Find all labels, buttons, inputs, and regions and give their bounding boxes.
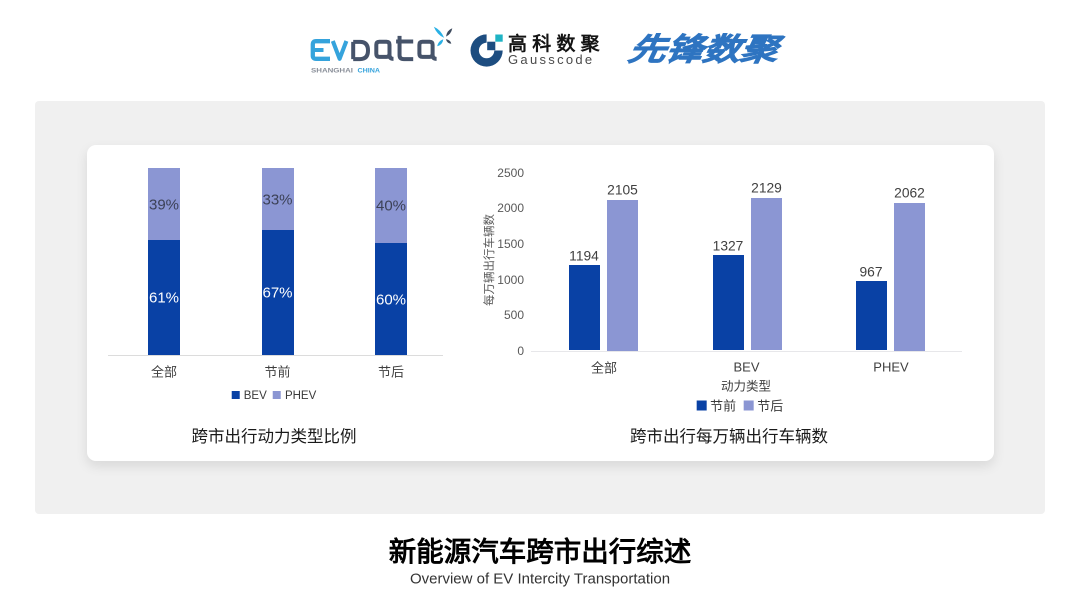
svg-text:SHANGHAI: SHANGHAI [311,68,353,75]
svg-text:CHINA: CHINA [358,68,381,75]
